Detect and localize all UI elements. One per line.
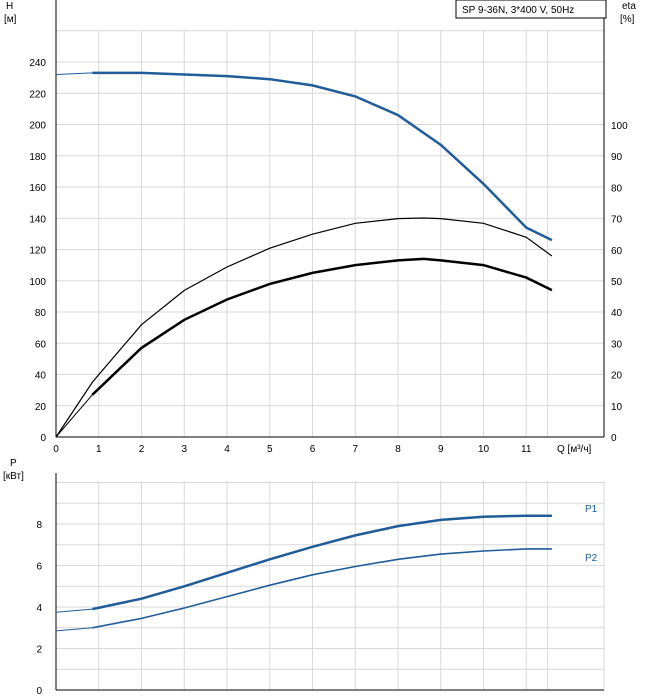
- power-y-tick-label: 6: [36, 562, 42, 573]
- y2-tick-label: 80: [611, 183, 623, 194]
- x-tick-label: 9: [438, 444, 444, 455]
- y-tick-label: 160: [29, 183, 46, 194]
- y-tick-label: 200: [29, 121, 46, 132]
- y-tick-label: 80: [35, 308, 47, 319]
- lower-grid: [55, 481, 605, 691]
- tick-labels: 0204060801001201401601802002202400102030…: [29, 58, 628, 697]
- title-box: [455, 0, 607, 19]
- x-tick-label: 7: [352, 444, 358, 455]
- power-curve-p2: [92, 548, 552, 629]
- power-y-tick-label: 2: [36, 645, 42, 656]
- x-tick-label: 3: [181, 444, 187, 455]
- y-tick-label: 40: [35, 371, 47, 382]
- y-tick-label: 180: [29, 152, 46, 163]
- chart-title: SP 9-36N, 3*400 V, 50Hz: [462, 5, 574, 16]
- power-y-tick-label: 0: [36, 686, 42, 697]
- efficiency-total-curve-extension: [55, 394, 93, 438]
- y-tick-label: 240: [29, 58, 46, 69]
- y-axis-label-unit: [м]: [4, 14, 17, 25]
- y2-tick-label: 90: [611, 152, 623, 163]
- x-tick-label: 4: [224, 444, 230, 455]
- x-tick-label: 1: [96, 444, 102, 455]
- y-tick-label: 120: [29, 246, 46, 257]
- efficiency-total-curve: [91, 257, 553, 396]
- head-curve: [92, 71, 553, 242]
- y2-tick-label: 10: [611, 402, 623, 413]
- x-tick-label: 10: [478, 444, 490, 455]
- efficiency-curve: [55, 217, 553, 438]
- y-tick-label: 60: [35, 339, 47, 350]
- y2-tick-label: 70: [611, 215, 623, 226]
- y2-tick-label: 50: [611, 277, 623, 288]
- x-tick-label: 5: [267, 444, 273, 455]
- y-tick-label: 20: [35, 402, 47, 413]
- head-curve-extension: [55, 72, 93, 75]
- x-tick-label: 11: [521, 444, 532, 455]
- power-curve-p1: [92, 514, 552, 611]
- y2-tick-label: 30: [611, 339, 623, 350]
- series-label-p2: P2: [585, 553, 598, 564]
- y-axis-label-head: H: [6, 1, 13, 12]
- x-tick-label: 2: [139, 444, 145, 455]
- y2-axis-label-unit: [%]: [620, 14, 635, 25]
- y2-tick-label: 100: [611, 121, 628, 132]
- power-y-tick-label: 8: [36, 520, 42, 531]
- x-tick-label: 0: [53, 444, 59, 455]
- y2-tick-label: 60: [611, 246, 623, 257]
- x-tick-label: 6: [310, 444, 316, 455]
- x-axis-label: Q [м³/ч]: [557, 444, 592, 455]
- x-tick-label: 8: [395, 444, 401, 455]
- y2-axis-label-eta: eta: [622, 1, 636, 12]
- y-tick-label: 220: [29, 89, 46, 100]
- y-tick-label: 140: [29, 214, 46, 225]
- y2-tick-label: 20: [611, 371, 623, 382]
- power-axis-label-unit: [кВт]: [3, 471, 24, 482]
- axes: [55, 0, 605, 691]
- curves: [55, 71, 553, 632]
- power-y-tick-label: 4: [36, 603, 42, 614]
- power-curve-p2-extension: [55, 627, 93, 632]
- y-tick-label: 0: [40, 433, 46, 444]
- y-tick-label: 100: [29, 277, 46, 288]
- y2-tick-label: 0: [611, 433, 617, 444]
- y2-tick-label: 40: [611, 308, 623, 319]
- series-label-p1: P1: [585, 504, 598, 515]
- power-axis-label-head: P: [10, 458, 17, 469]
- power-curve-p1-extension: [55, 608, 93, 613]
